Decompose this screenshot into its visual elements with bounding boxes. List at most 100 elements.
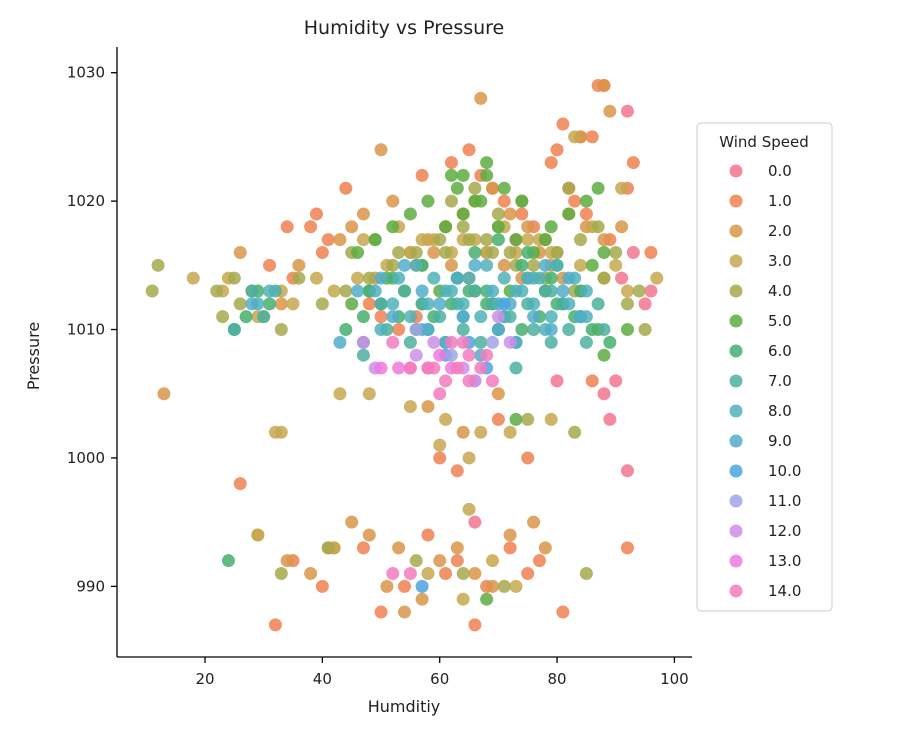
data-point: [603, 335, 617, 349]
data-point: [210, 284, 224, 298]
data-point: [585, 258, 599, 272]
data-point: [462, 502, 476, 516]
y-tick-label: 1010: [67, 321, 105, 339]
data-point: [456, 310, 470, 324]
data-point: [450, 181, 464, 195]
data-point: [157, 387, 171, 401]
data-point: [579, 567, 593, 581]
data-point: [497, 194, 511, 208]
data-point: [315, 579, 329, 593]
data-point: [503, 541, 517, 555]
data-point: [245, 284, 259, 298]
data-point: [591, 181, 605, 195]
data-point: [615, 220, 629, 234]
data-point: [550, 374, 564, 388]
data-point: [415, 168, 429, 182]
data-point: [462, 348, 476, 362]
data-point: [421, 361, 435, 375]
data-point: [409, 245, 423, 259]
data-point: [380, 579, 394, 593]
data-point: [450, 554, 464, 568]
data-point: [309, 207, 323, 221]
data-point: [574, 233, 588, 247]
legend-marker: [729, 254, 743, 268]
data-point: [468, 284, 482, 298]
data-point: [474, 425, 488, 439]
data-point: [386, 567, 400, 581]
y-tick-label: 990: [76, 577, 105, 595]
data-point: [544, 412, 558, 426]
series-14.0: [386, 335, 500, 581]
legend-label: 12.0: [768, 522, 801, 540]
data-point: [221, 554, 235, 568]
data-point: [450, 361, 464, 375]
data-point: [597, 323, 611, 337]
data-point: [456, 207, 470, 221]
data-point: [439, 374, 453, 388]
legend-label: 9.0: [768, 432, 792, 450]
data-point: [497, 579, 511, 593]
data-point: [597, 245, 611, 259]
data-point: [491, 323, 505, 337]
data-point: [532, 554, 546, 568]
data-point: [568, 425, 582, 439]
data-point: [304, 220, 318, 234]
data-point: [421, 528, 435, 542]
data-point: [356, 207, 370, 221]
data-point: [345, 297, 359, 311]
data-point: [409, 258, 423, 272]
data-point: [368, 233, 382, 247]
data-point: [386, 220, 400, 234]
data-point: [521, 451, 535, 465]
data-point: [468, 245, 482, 259]
data-point: [415, 233, 429, 247]
data-point: [374, 297, 388, 311]
data-point: [521, 220, 535, 234]
data-point: [186, 271, 200, 285]
data-point: [579, 284, 593, 298]
data-point: [603, 104, 617, 118]
data-point: [392, 271, 406, 285]
data-point: [591, 297, 605, 311]
data-point: [386, 310, 400, 324]
data-point: [386, 194, 400, 208]
data-point: [257, 310, 271, 324]
data-point: [356, 233, 370, 247]
legend: Wind Speed 0.0 1.0 2.0 3.0 4.0 5.0 6.0 7.0 8.0 9.…: [696, 122, 833, 612]
points-layer: [145, 79, 664, 632]
data-point: [409, 348, 423, 362]
data-point: [620, 323, 634, 337]
data-point: [415, 284, 429, 298]
data-point: [638, 323, 652, 337]
data-point: [456, 297, 470, 311]
data-point: [398, 258, 411, 272]
data-point: [398, 284, 411, 298]
data-point: [556, 117, 570, 131]
data-point: [521, 412, 535, 426]
data-point: [433, 451, 447, 465]
data-point: [486, 284, 500, 298]
data-point: [468, 567, 482, 581]
data-point: [245, 297, 259, 311]
legend-label: 11.0: [768, 492, 801, 510]
data-point: [151, 258, 165, 272]
data-point: [362, 528, 376, 542]
data-point: [403, 400, 417, 414]
data-point: [527, 515, 541, 529]
data-point: [421, 194, 435, 208]
data-point: [409, 554, 423, 568]
data-point: [585, 323, 599, 337]
data-point: [439, 245, 453, 259]
data-point: [562, 297, 576, 311]
data-point: [339, 323, 353, 337]
legend-marker: [729, 434, 743, 448]
data-point: [544, 310, 558, 324]
data-point: [315, 245, 329, 259]
data-point: [421, 400, 435, 414]
data-point: [444, 284, 458, 298]
data-point: [321, 233, 335, 247]
x-axis-title: Humditiy: [368, 697, 441, 716]
data-point: [263, 258, 277, 272]
data-point: [527, 297, 541, 311]
